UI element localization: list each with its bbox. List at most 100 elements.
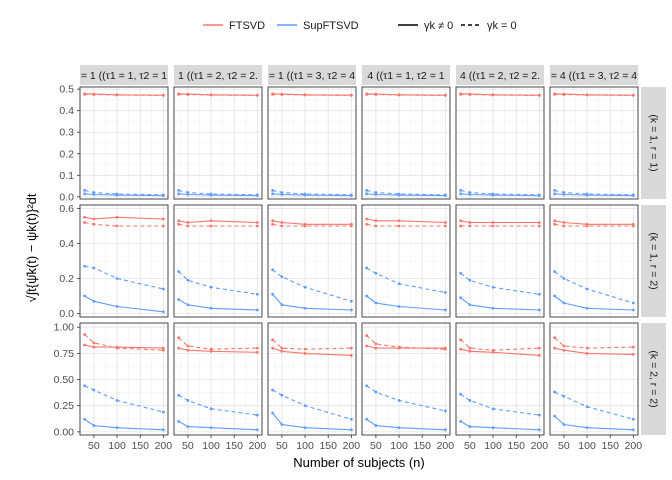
data-point-supftsvd-gamma-nonzero	[459, 296, 463, 300]
series-line-ftsvd-gamma-nonzero	[554, 220, 634, 225]
data-point-supftsvd-gamma-nonzero	[303, 426, 307, 430]
data-point-ftsvd-gamma-nonzero	[562, 348, 566, 352]
data-point-supftsvd-gamma-zero	[562, 191, 566, 194]
data-point-supftsvd-gamma-zero	[397, 399, 401, 402]
data-point-ftsvd-gamma-zero	[491, 224, 495, 228]
x-tick-label: 50	[370, 440, 382, 452]
data-point-ftsvd-gamma-zero	[585, 346, 589, 350]
data-point-supftsvd-gamma-nonzero	[631, 428, 635, 432]
data-point-supftsvd-gamma-nonzero	[553, 192, 557, 196]
data-point-supftsvd-gamma-nonzero	[365, 417, 369, 421]
data-point-ftsvd-gamma-nonzero	[161, 217, 165, 221]
series-line-supftsvd-gamma-zero	[178, 271, 258, 295]
y-tick-label: 0.0	[59, 191, 74, 203]
data-point-ftsvd-gamma-nonzero	[397, 219, 401, 223]
data-point-ftsvd-gamma-nonzero	[365, 217, 369, 221]
data-point-ftsvd-gamma-nonzero	[374, 346, 378, 350]
data-point-ftsvd-gamma-zero	[553, 336, 557, 340]
x-tick-label: 200	[155, 440, 173, 452]
data-point-supftsvd-gamma-zero	[271, 388, 275, 392]
column-strip-label: 4 ((τ1 = 1, τ2 = 1	[367, 70, 444, 82]
series-line-supftsvd-gamma-nonzero	[178, 299, 258, 311]
data-point-ftsvd-gamma-zero	[397, 224, 401, 228]
x-tick-label: 150	[131, 440, 149, 452]
data-point-ftsvd-gamma-nonzero	[115, 215, 119, 219]
series-line-ftsvd-gamma-nonzero	[366, 218, 446, 224]
series-line-ftsvd-gamma-nonzero	[178, 220, 258, 224]
data-point-supftsvd-gamma-zero	[177, 393, 181, 397]
data-point-ftsvd-gamma-zero	[271, 222, 275, 226]
series-line-ftsvd-gamma-nonzero	[84, 216, 164, 220]
data-point-ftsvd-gamma-nonzero	[209, 219, 213, 223]
data-point-ftsvd-gamma-zero	[161, 94, 165, 97]
series-line-supftsvd-gamma-zero	[366, 267, 446, 294]
series-line-ftsvd-gamma-nonzero	[460, 348, 540, 356]
series-line-supftsvd-gamma-nonzero	[460, 420, 540, 431]
data-point-ftsvd-gamma-zero	[562, 224, 566, 228]
x-tick-label: 150	[413, 440, 431, 452]
data-point-supftsvd-gamma-zero	[468, 191, 472, 194]
data-point-supftsvd-gamma-zero	[280, 275, 284, 279]
x-tick-label: 100	[108, 440, 126, 452]
data-point-supftsvd-gamma-zero	[468, 399, 472, 402]
y-tick-label: 0.4	[59, 238, 74, 250]
data-point-ftsvd-gamma-zero	[365, 334, 369, 337]
data-point-supftsvd-gamma-nonzero	[83, 192, 87, 196]
data-point-ftsvd-gamma-zero	[209, 93, 213, 97]
data-point-supftsvd-gamma-nonzero	[374, 301, 378, 305]
data-point-supftsvd-gamma-zero	[553, 188, 557, 192]
data-point-ftsvd-gamma-nonzero	[186, 348, 190, 352]
data-point-supftsvd-gamma-nonzero	[186, 425, 190, 429]
column-strip: 4 ((τ1 = 1, τ2 = 1	[362, 65, 450, 85]
data-point-ftsvd-gamma-nonzero	[491, 221, 495, 224]
data-point-supftsvd-gamma-zero	[303, 192, 307, 196]
series-line-ftsvd-gamma-zero	[460, 339, 540, 351]
series-line-supftsvd-gamma-zero	[366, 189, 446, 196]
panel: 50 100 150 200	[173, 322, 266, 452]
series-line-supftsvd-gamma-nonzero	[366, 193, 446, 197]
data-point-ftsvd-gamma-zero	[186, 224, 190, 228]
series-line-supftsvd-gamma-nonzero	[84, 295, 164, 313]
x-axis-title: Number of subjects (n)	[293, 455, 425, 470]
facet-grid: = 1 ((τ1 = 1, τ2 = 1 1 ((τ1 = 2, τ2 = 2. =…	[54, 65, 666, 452]
series-line-ftsvd-gamma-nonzero	[272, 220, 352, 225]
data-point-ftsvd-gamma-zero	[562, 93, 566, 96]
data-point-ftsvd-gamma-nonzero	[186, 221, 190, 224]
data-point-supftsvd-gamma-nonzero	[83, 294, 87, 298]
data-point-supftsvd-gamma-nonzero	[443, 428, 447, 432]
data-point-ftsvd-gamma-zero	[83, 221, 87, 224]
data-point-ftsvd-gamma-nonzero	[631, 353, 635, 356]
data-point-supftsvd-gamma-nonzero	[585, 306, 589, 310]
series-line-ftsvd-gamma-zero	[554, 337, 634, 349]
data-point-ftsvd-gamma-zero	[443, 94, 447, 97]
data-point-supftsvd-gamma-zero	[459, 392, 463, 396]
data-point-supftsvd-gamma-zero	[161, 410, 165, 414]
panel	[79, 204, 169, 318]
data-point-ftsvd-gamma-zero	[177, 222, 181, 226]
data-point-supftsvd-gamma-zero	[491, 192, 495, 196]
series-line-supftsvd-gamma-zero	[84, 265, 164, 290]
data-point-supftsvd-gamma-zero	[631, 301, 635, 305]
data-point-ftsvd-gamma-zero	[271, 338, 275, 342]
data-point-supftsvd-gamma-nonzero	[92, 299, 96, 303]
column-strip: = 1 ((τ1 = 3, τ2 = 4	[268, 65, 356, 85]
data-point-supftsvd-gamma-zero	[365, 384, 369, 388]
panel	[267, 204, 357, 318]
x-tick-label: 200	[531, 440, 549, 452]
data-point-ftsvd-gamma-zero	[537, 94, 541, 97]
row-strip-label: (k = 1, r = 2)	[648, 232, 660, 289]
data-point-supftsvd-gamma-nonzero	[349, 308, 353, 312]
data-point-supftsvd-gamma-nonzero	[280, 193, 284, 196]
data-point-supftsvd-gamma-zero	[537, 193, 541, 197]
data-point-supftsvd-gamma-zero	[209, 407, 213, 411]
data-point-supftsvd-gamma-nonzero	[365, 192, 369, 196]
data-point-supftsvd-gamma-nonzero	[443, 308, 447, 312]
data-point-supftsvd-gamma-nonzero	[397, 426, 401, 430]
data-point-supftsvd-gamma-zero	[177, 270, 181, 273]
series-line-ftsvd-gamma-zero	[366, 335, 446, 350]
data-point-supftsvd-gamma-nonzero	[255, 308, 259, 312]
data-point-supftsvd-gamma-nonzero	[491, 426, 495, 430]
x-tick-label: 100	[296, 440, 314, 452]
data-point-supftsvd-gamma-zero	[92, 266, 96, 270]
data-point-supftsvd-gamma-nonzero	[562, 423, 566, 426]
